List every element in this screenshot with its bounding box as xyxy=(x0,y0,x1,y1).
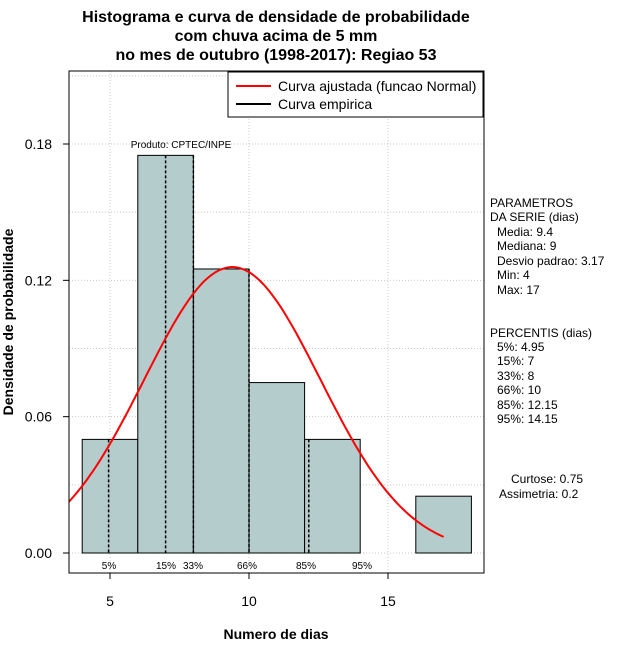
percentil-33: 33%: 8 xyxy=(497,369,535,383)
param-media: Media: 9.4 xyxy=(497,225,553,239)
curtose-stat: Curtose: 0.75 xyxy=(511,472,583,486)
product-annotation: Produto: CPTEC/INPE xyxy=(131,140,232,151)
y-tick-label-0: 0.00 xyxy=(25,545,52,561)
x-tick-label-0: 5 xyxy=(106,593,114,609)
percentile-label-5: 95% xyxy=(352,561,372,572)
histogram-bar-0 xyxy=(81,438,139,554)
chart-title-line-1: Histograma e curva de densidade de proba… xyxy=(82,9,470,26)
percentile-label-3: 66% xyxy=(237,561,257,572)
x-tick-label-1: 10 xyxy=(241,593,257,609)
percentil-15: 15%: 7 xyxy=(497,354,535,368)
percentis-title: PERCENTIS (dias) xyxy=(490,326,592,340)
histogram-bar-2 xyxy=(192,268,250,554)
y-tick-label-1: 0.06 xyxy=(25,409,52,425)
y-axis-label: Densidade de probabilidade xyxy=(0,228,16,415)
param-mediana: Mediana: 9 xyxy=(497,239,557,253)
params-title-2: DA SERIE (dias) xyxy=(490,210,579,224)
percentile-label-1: 15% xyxy=(156,561,176,572)
assimetria-stat: Assimetria: 0.2 xyxy=(499,487,579,501)
legend-label-normal: Curva ajustada (funcao Normal) xyxy=(278,78,476,94)
percentile-lines: 5% 15% 33% 66% 85% 95% xyxy=(102,155,372,572)
normal-fit-curve xyxy=(69,265,445,538)
percentile-label-4: 85% xyxy=(296,561,316,572)
percentil-85: 85%: 12.15 xyxy=(497,398,558,412)
param-max: Max: 17 xyxy=(497,283,540,297)
y-tick-label-2: 0.12 xyxy=(25,272,52,288)
param-min: Min: 4 xyxy=(497,268,530,282)
x-axis-label: Numero de dias xyxy=(223,626,328,642)
histogram-bars xyxy=(81,154,472,554)
legend-box xyxy=(227,71,484,118)
y-tick-label-3: 0.18 xyxy=(25,136,52,152)
normal-curve-group xyxy=(69,265,445,538)
param-desvio: Desvio padrao: 3.17 xyxy=(497,254,605,268)
plot-frame xyxy=(68,70,485,574)
histogram-bar-6 xyxy=(415,495,472,554)
legend: Curva ajustada (funcao Normal) Curva emp… xyxy=(227,71,484,118)
chart-title-line-3: no mes de outubro (1998-2017): Regiao 53 xyxy=(116,47,437,64)
histogram-bar-4 xyxy=(304,438,361,554)
legend-label-empirical: Curva empirica xyxy=(278,96,372,112)
histogram-bar-3 xyxy=(248,382,306,554)
axes: 5 10 15 0.00 0.06 0.12 0.18 xyxy=(25,70,485,609)
percentil-95: 95%: 14.15 xyxy=(497,412,558,426)
x-tick-label-2: 15 xyxy=(380,593,396,609)
percentile-label-0: 5% xyxy=(102,561,117,572)
chart-title-line-2: com chuva acima de 5 mm xyxy=(175,28,378,45)
params-title-1: PARAMETROS xyxy=(490,196,573,210)
percentile-label-2: 33% xyxy=(183,561,203,572)
percentil-5: 5%: 4.95 xyxy=(497,340,545,354)
side-panel: PARAMETROS DA SERIE (dias) Media: 9.4 Me… xyxy=(490,196,605,501)
percentil-66: 66%: 10 xyxy=(497,383,541,397)
